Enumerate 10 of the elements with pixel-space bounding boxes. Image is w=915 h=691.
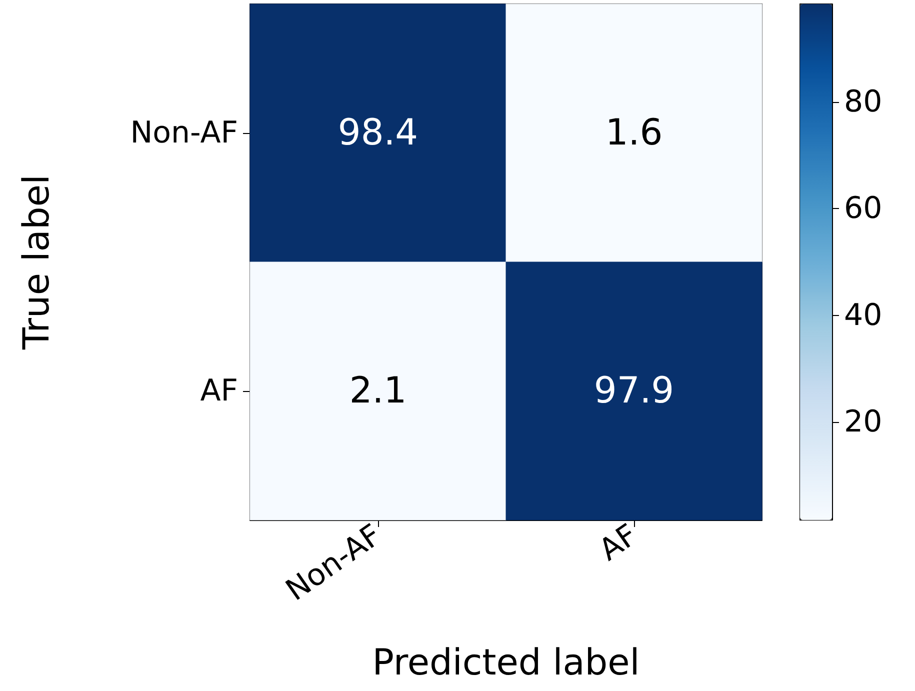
- color-bar-label: 60: [844, 191, 882, 226]
- x-axis-title: Predicted label: [372, 642, 640, 684]
- data-label: 97.9: [594, 370, 674, 412]
- color-bar-label: 40: [844, 298, 882, 333]
- y-axis-title: True label: [16, 174, 58, 350]
- color-bar-label: 20: [844, 404, 882, 440]
- data-label: 98.4: [338, 112, 418, 154]
- color-bar-label: 80: [844, 84, 882, 120]
- data-label: 2.1: [349, 370, 407, 412]
- data-label: 1.6: [605, 112, 663, 154]
